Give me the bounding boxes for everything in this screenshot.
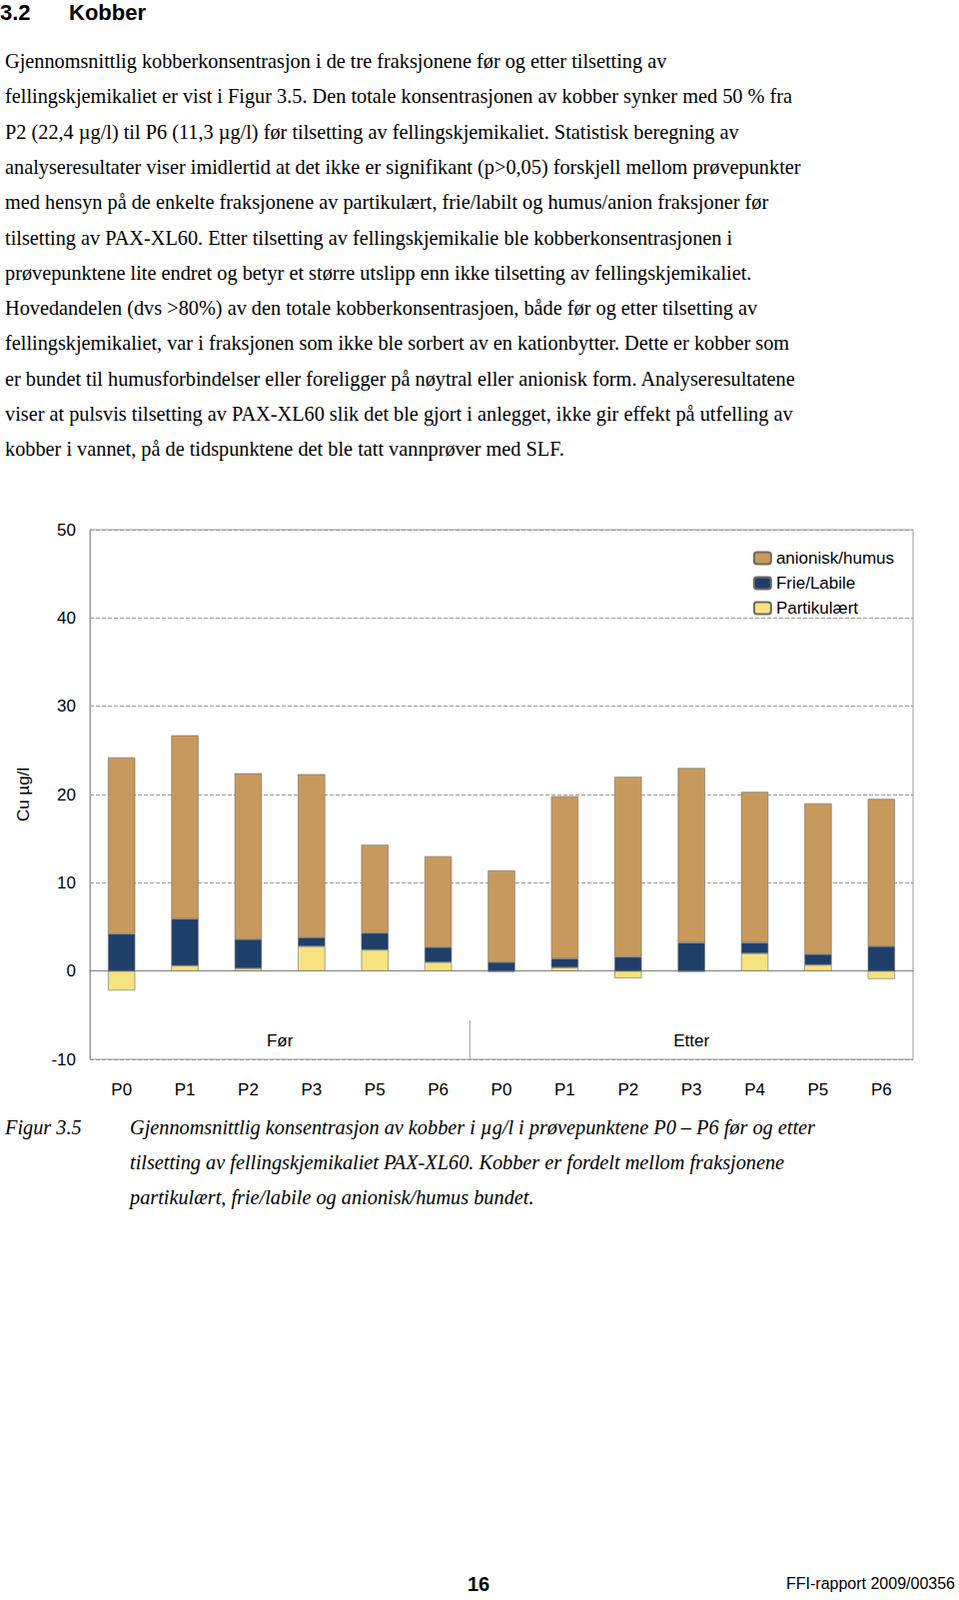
html-text:prøvepunktene lite endret og b: prøvepunktene lite endret og betyr et st… — [4, 261, 752, 284]
html-text:med hensyn på de enkelte fraks: med hensyn på de enkelte fraksjonene av … — [4, 191, 769, 213]
svg-text:P2: P2 — [617, 1079, 639, 1099]
html-text:tilsetting av fellingskjemikal: tilsetting av fellingskjemikaliet PAX-XL… — [129, 1150, 785, 1173]
html-text:viser at pulsvis tilsetting av: viser at pulsvis tilsetting av PAX-XL60 … — [4, 402, 793, 425]
svg-text:Frie/Labile: Frie/Labile — [776, 573, 856, 593]
html-text:fellingskjemikaliet er vist i: fellingskjemikaliet er vist i Figur 3.5.… — [4, 85, 793, 108]
html-text:Gjennomsnittlig konsentrasjon: Gjennomsnittlig konsentrasjon av kobber … — [129, 1115, 816, 1138]
svg-text:P0: P0 — [491, 1079, 513, 1099]
html-text:analyseresultater viser imidle: analyseresultater viser imidlertid at de… — [4, 155, 801, 178]
html-text:kobber i vannet, på de tidspun: kobber i vannet, på de tidspunktene det … — [4, 437, 565, 460]
html-text:Figur 3.5: Figur 3.5 — [4, 1115, 82, 1138]
svg-text:P5: P5 — [808, 1079, 830, 1099]
svg-text:Partikulært: Partikulært — [776, 598, 859, 618]
html-text:fellingskjemikaliet, var i fra: fellingskjemikaliet, var i fraksjonen so… — [4, 332, 790, 355]
html-text:3.2: 3.2 — [0, 0, 31, 25]
svg-text:anionisk/humus: anionisk/humus — [776, 548, 895, 568]
svg-text:0: 0 — [66, 960, 76, 980]
svg-text:50: 50 — [56, 520, 76, 540]
html-text:tilsetting av PAX-XL60. Etter: tilsetting av PAX-XL60. Etter tilsetting… — [4, 226, 733, 249]
svg-text:P3: P3 — [681, 1079, 703, 1099]
svg-text:P3: P3 — [300, 1079, 322, 1099]
svg-text:P1: P1 — [174, 1079, 196, 1099]
svg-text:10: 10 — [56, 873, 76, 893]
svg-text:40: 40 — [56, 608, 76, 628]
svg-text:P0: P0 — [110, 1079, 132, 1099]
html-text:FFI-rapport 2009/00356: FFI-rapport 2009/00356 — [786, 1574, 956, 1592]
svg-text:20: 20 — [56, 785, 76, 805]
svg-text:30: 30 — [56, 696, 76, 716]
svg-text:Cu µg/l: Cu µg/l — [13, 767, 33, 822]
svg-text:-10: -10 — [50, 1049, 76, 1069]
svg-text:P5: P5 — [364, 1079, 386, 1099]
html-text:P2 (22,4 µg/l) til P6 (11,3 µg: P2 (22,4 µg/l) til P6 (11,3 µg/l) før ti… — [4, 120, 739, 143]
svg-text:P4: P4 — [744, 1079, 766, 1099]
svg-text:P6: P6 — [871, 1079, 893, 1099]
svg-text:P1: P1 — [554, 1079, 576, 1099]
html-text:Kobber: Kobber — [68, 0, 146, 25]
svg-text:P6: P6 — [427, 1079, 449, 1099]
svg-text:Etter: Etter — [673, 1030, 710, 1050]
svg-text:P2: P2 — [237, 1079, 259, 1099]
svg-text:Før: Før — [266, 1030, 294, 1050]
html-text:er bundet til humusforbindelse: er bundet til humusforbindelser eller fo… — [4, 367, 795, 390]
html-text:partikulært, frie/labile og an: partikulært, frie/labile og anionisk/hum… — [129, 1185, 534, 1208]
html-text:Gjennomsnittlig kobberkonsentr: Gjennomsnittlig kobberkonsentrasjon i de… — [4, 49, 667, 72]
html-text:Hovedandelen (dvs >80%) av den: Hovedandelen (dvs >80%) av den totale ko… — [4, 296, 758, 319]
html-text:16: 16 — [467, 1572, 490, 1595]
